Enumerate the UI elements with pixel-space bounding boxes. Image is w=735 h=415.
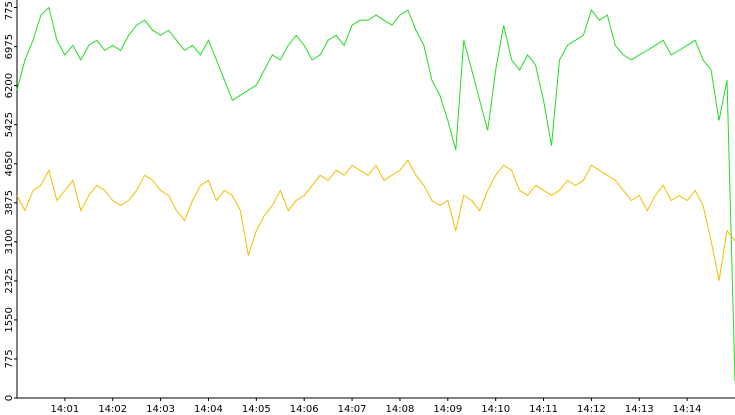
- x-tick-label: 14:05: [242, 404, 271, 415]
- y-tick-label: 3100: [4, 229, 15, 254]
- series-line: [16, 159, 735, 281]
- x-tick-label: 14:04: [194, 404, 223, 415]
- y-tick-label: 1550: [4, 307, 15, 332]
- x-tick-label: 14:10: [481, 404, 510, 415]
- x-tick-label: 14:09: [433, 404, 462, 415]
- y-tick-label: 2325: [4, 268, 15, 293]
- x-tick-label: 14:03: [146, 404, 175, 415]
- x-tick-label: 14:06: [290, 404, 319, 415]
- x-tick-label: 14:01: [50, 404, 79, 415]
- x-tick-label: 14:02: [98, 404, 127, 415]
- x-tick-label: 14:13: [625, 404, 654, 415]
- y-tick-label: 7751: [4, 0, 15, 20]
- y-tick-label: 0: [4, 395, 15, 401]
- x-tick-label: 14:12: [577, 404, 606, 415]
- y-tick-label: 6975: [4, 34, 15, 59]
- y-tick-label: 6200: [4, 73, 15, 98]
- y-tick-label: 775: [4, 349, 15, 368]
- x-tick-label: 14:14: [673, 404, 702, 415]
- series-line: [16, 6, 735, 381]
- x-tick-label: 14:11: [529, 404, 558, 415]
- y-tick-label: 5425: [4, 112, 15, 137]
- x-tick-label: 14:07: [338, 404, 367, 415]
- y-tick-label: 4650: [4, 151, 15, 176]
- x-tick-label: 14:08: [386, 404, 415, 415]
- y-tick-label: 3875: [4, 190, 15, 215]
